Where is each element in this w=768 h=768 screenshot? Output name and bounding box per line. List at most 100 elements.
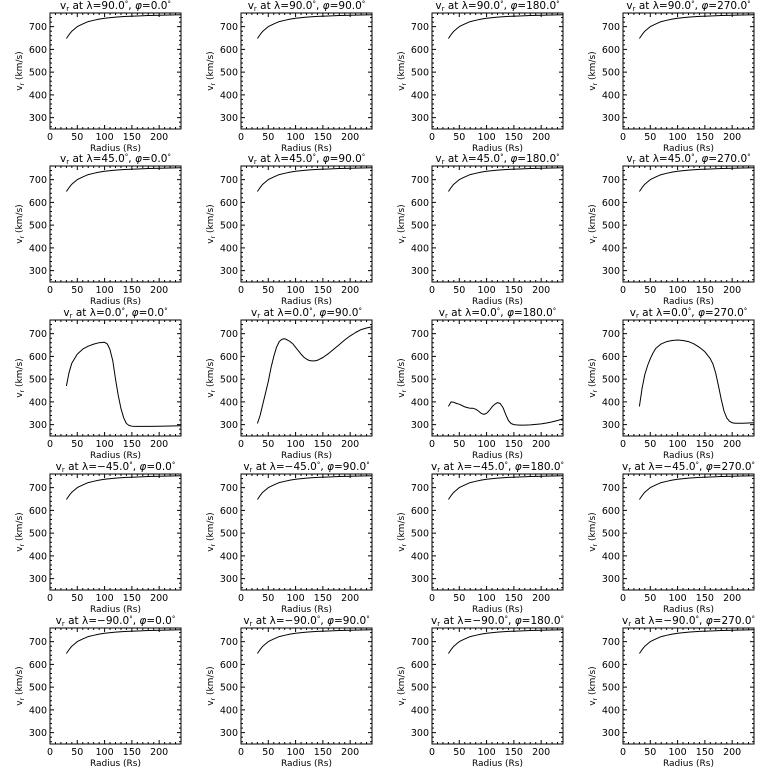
y-tick-label: 400 — [411, 243, 429, 254]
x-tick-label: 200 — [532, 439, 550, 450]
y-tick-label: 400 — [602, 397, 620, 408]
y-axis-title: vr (km/s) — [15, 358, 26, 397]
y-tick-label: 500 — [602, 68, 620, 79]
x-axis-title: Radius (Rs) — [472, 297, 523, 307]
y-tick-label: 700 — [220, 637, 238, 648]
y-tick-label: 300 — [29, 574, 47, 585]
panel: vr at λ=45.0°, φ=180.0° 0 50 100 150 200 300 40… — [397, 153, 564, 307]
plot-frame — [240, 627, 373, 745]
y-tick-label: 600 — [29, 45, 47, 56]
x-tick-label: 0 — [47, 285, 53, 296]
y-tick-label: 600 — [29, 352, 47, 363]
y-tick-label: 500 — [411, 529, 429, 540]
x-axis-title: Radius (Rs) — [90, 605, 141, 615]
x-tick-label: 100 — [96, 285, 114, 296]
y-axis-title: vr (km/s) — [206, 512, 217, 551]
x-tick-label: 200 — [341, 593, 359, 604]
x-tick-label: 150 — [505, 747, 523, 758]
panel: vr at λ=−90.0°, φ=0.0° 0 50 100 150 200 300 400… — [15, 615, 182, 768]
y-axis-title: vr (km/s) — [588, 666, 599, 705]
x-tick-label: 200 — [723, 132, 741, 143]
x-tick-label: 0 — [620, 132, 626, 143]
plot-frame — [622, 627, 755, 745]
y-axis-title: vr (km/s) — [397, 512, 408, 551]
series-line — [256, 14, 373, 39]
series-line — [65, 475, 182, 500]
panel: vr at λ=−45.0°, φ=270.0° 0 50 100 150 200 300 4… — [588, 461, 755, 615]
x-tick-label: 150 — [505, 593, 523, 604]
y-tick-label: 500 — [411, 221, 429, 232]
y-tick-label: 700 — [602, 329, 620, 340]
plot-frame — [49, 627, 182, 745]
x-tick-label: 100 — [669, 439, 687, 450]
panel-title: vr at λ=90.0°, φ=270.0° — [626, 0, 750, 13]
plot-frame — [431, 319, 564, 437]
panel-title: vr at λ=0.0°, φ=180.0° — [439, 307, 557, 320]
y-axis-title: vr (km/s) — [15, 204, 26, 243]
series-line — [447, 629, 564, 654]
panel-title: vr at λ=45.0°, φ=0.0° — [60, 153, 171, 166]
x-tick-label: 50 — [71, 593, 83, 604]
x-tick-label: 150 — [314, 747, 332, 758]
x-tick-label: 0 — [238, 285, 244, 296]
panel-title: vr at λ=−90.0°, φ=270.0° — [622, 615, 755, 628]
panel-title: vr at λ=0.0°, φ=0.0° — [63, 307, 167, 320]
y-tick-label: 300 — [29, 420, 47, 431]
y-axis-title: vr (km/s) — [15, 51, 26, 90]
x-tick-label: 50 — [262, 439, 274, 450]
y-tick-label: 700 — [602, 637, 620, 648]
y-tick-label: 500 — [602, 221, 620, 232]
x-tick-label: 100 — [669, 132, 687, 143]
x-tick-label: 200 — [532, 747, 550, 758]
y-tick-label: 500 — [602, 683, 620, 694]
x-tick-label: 200 — [723, 593, 741, 604]
y-tick-label: 700 — [220, 175, 238, 186]
y-tick-label: 600 — [411, 352, 429, 363]
series-line — [638, 475, 755, 500]
x-tick-label: 0 — [47, 439, 53, 450]
y-tick-label: 400 — [602, 705, 620, 716]
y-tick-label: 600 — [411, 660, 429, 671]
x-axis-title: Radius (Rs) — [281, 759, 332, 768]
plot-frame — [240, 473, 373, 591]
x-tick-label: 150 — [696, 132, 714, 143]
x-tick-label: 150 — [123, 285, 141, 296]
x-tick-label: 0 — [429, 439, 435, 450]
x-tick-label: 50 — [71, 747, 83, 758]
x-tick-label: 0 — [238, 439, 244, 450]
y-tick-label: 700 — [411, 175, 429, 186]
panel: vr at λ=45.0°, φ=270.0° 0 50 100 150 200 300 40… — [588, 153, 755, 307]
x-axis-title: Radius (Rs) — [663, 297, 714, 307]
x-tick-label: 50 — [262, 132, 274, 143]
x-tick-label: 50 — [262, 285, 274, 296]
x-tick-label: 150 — [123, 439, 141, 450]
x-tick-label: 0 — [620, 285, 626, 296]
y-tick-label: 700 — [29, 329, 47, 340]
plot-frame — [622, 12, 755, 130]
y-tick-label: 300 — [29, 266, 47, 277]
x-tick-label: 0 — [47, 747, 53, 758]
x-tick-label: 200 — [150, 132, 168, 143]
y-tick-label: 600 — [220, 660, 238, 671]
x-tick-label: 200 — [532, 132, 550, 143]
panel-title: vr at λ=90.0°, φ=90.0° — [248, 0, 366, 13]
x-tick-label: 0 — [238, 132, 244, 143]
x-tick-label: 50 — [262, 593, 274, 604]
x-tick-label: 150 — [696, 439, 714, 450]
plot-frame — [49, 12, 182, 130]
x-tick-label: 200 — [341, 439, 359, 450]
x-tick-label: 150 — [314, 593, 332, 604]
y-tick-label: 600 — [411, 506, 429, 517]
x-tick-label: 50 — [453, 132, 465, 143]
x-tick-label: 150 — [123, 747, 141, 758]
series-line — [638, 167, 755, 192]
y-tick-label: 700 — [29, 175, 47, 186]
y-tick-label: 300 — [602, 420, 620, 431]
panel-title: vr at λ=−90.0°, φ=180.0° — [431, 615, 564, 628]
series-line — [256, 475, 373, 500]
x-axis-title: Radius (Rs) — [472, 144, 523, 154]
x-tick-label: 100 — [287, 285, 305, 296]
y-axis-title: vr (km/s) — [588, 51, 599, 90]
y-axis-title: vr (km/s) — [397, 204, 408, 243]
